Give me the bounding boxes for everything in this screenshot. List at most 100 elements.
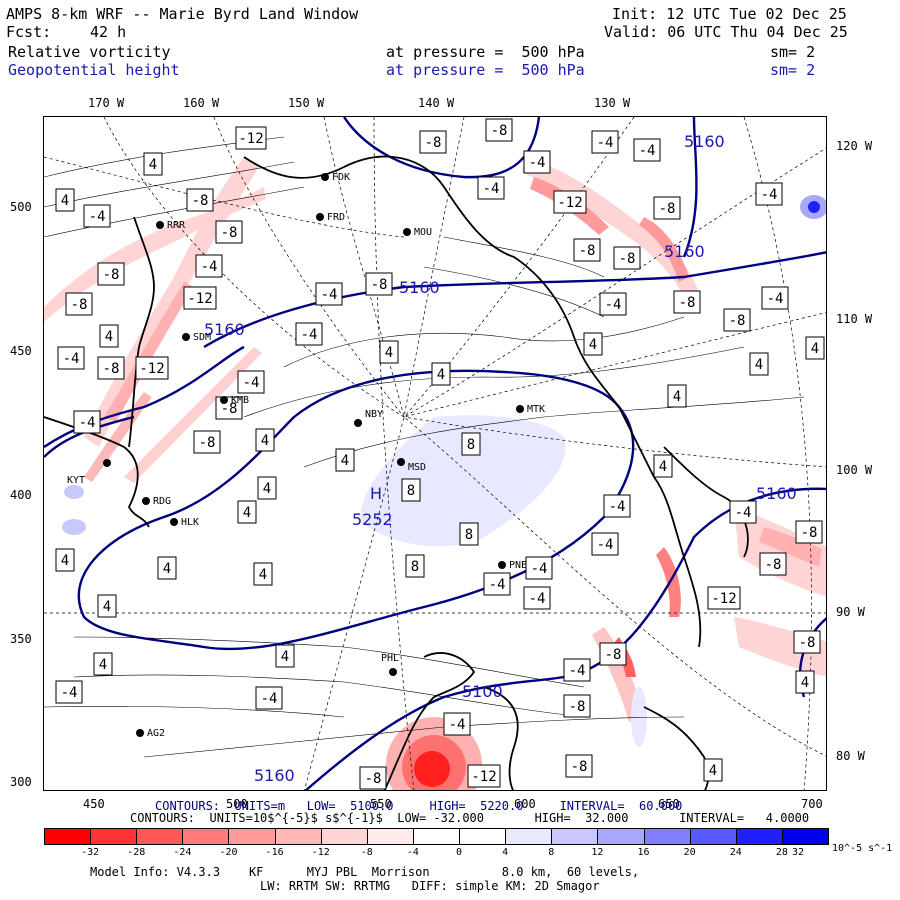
vort-label-box: -8 (565, 754, 593, 778)
vort-label-box: -4 (729, 500, 757, 524)
top-lon-label: 130 W (594, 96, 631, 110)
colorbar-swatch (44, 828, 92, 845)
svg-text:NBY: NBY (365, 409, 383, 420)
svg-text:4: 4 (99, 657, 107, 673)
svg-text:KMB: KMB (231, 395, 249, 406)
svg-text:4: 4 (243, 505, 251, 521)
vorticity-contours-info: CONTOURS: UNITS=10$^{-5}$ s$^{-1}$ LOW= … (130, 811, 810, 825)
station-marker: RDG (142, 496, 171, 507)
vort-label-box: -4 (477, 176, 505, 200)
svg-text:-8: -8 (605, 647, 622, 663)
field2-smoothing: sm= 2 (770, 61, 816, 79)
colorbar-swatch (643, 828, 691, 845)
svg-text:-8: -8 (679, 295, 696, 311)
svg-text:-12: -12 (187, 291, 212, 307)
svg-text:4: 4 (801, 675, 809, 691)
station-marker: NBY (354, 409, 383, 427)
svg-text:HLK: HLK (181, 517, 199, 528)
vort-label-box: -4 (525, 556, 553, 580)
svg-text:8: 8 (465, 527, 473, 543)
vort-label-box: -4 (83, 204, 111, 228)
right-lon-label: 120 W (836, 139, 873, 153)
svg-text:-4: -4 (201, 259, 218, 275)
top-lon-label: 150 W (288, 96, 325, 110)
svg-text:-8: -8 (659, 201, 676, 217)
svg-text:MSD: MSD (408, 462, 426, 473)
vort-label-box: -4 (55, 680, 83, 704)
colorbar-tick-label: -12 (311, 847, 330, 858)
vort-label-box: -4 (603, 494, 631, 518)
vort-label-box: -8 (759, 552, 787, 576)
colorbar-swatch (412, 828, 461, 845)
colorbar-swatch (459, 828, 507, 845)
vort-label-box: -4 (591, 130, 619, 154)
colorbar-tick-label: -24 (173, 847, 192, 858)
vort-label-box: 4 (93, 652, 113, 676)
vort-label-box: 4 (237, 500, 257, 524)
svg-text:SDM: SDM (193, 332, 211, 343)
vort-label-box: -8 (485, 118, 513, 142)
colorbar-swatch (90, 828, 138, 845)
coastline (44, 155, 749, 790)
forecast-hour-value: 42 h (90, 23, 127, 41)
svg-text:-8: -8 (729, 313, 746, 329)
svg-text:-4: -4 (261, 691, 278, 707)
left-grid-label: 500 (10, 200, 32, 214)
vort-label-box: 4 (255, 428, 275, 452)
vort-label-box: -8 (186, 188, 214, 212)
vort-label-box: 4 (749, 352, 769, 376)
svg-text:-8: -8 (365, 771, 382, 787)
svg-text:-4: -4 (735, 505, 752, 521)
colorbar-swatch (228, 828, 276, 845)
vort-label-box: -8 (599, 642, 627, 666)
init-time: Init: 12 UTC Tue 02 Dec 25 (612, 5, 847, 23)
vort-label-box: -8 (795, 520, 823, 544)
colorbar-swatch (274, 828, 322, 845)
svg-text:4: 4 (163, 561, 171, 577)
svg-text:-4: -4 (761, 187, 778, 203)
svg-text:-4: -4 (529, 591, 546, 607)
stations: FDK FRD MOU RRR SDM KMB NBY MTK MSD KYT … (67, 172, 545, 739)
station-marker: MOU (403, 227, 432, 238)
height-contour-label: 5160 (756, 484, 797, 503)
right-lon-label: 110 W (836, 312, 873, 326)
svg-text:-8: -8 (103, 267, 120, 283)
colorbar-tick-label: -8 (360, 847, 373, 858)
field1-level: at pressure = 500 hPa (386, 43, 585, 61)
vort-label-box: 4 (805, 336, 825, 360)
svg-text:4: 4 (103, 599, 111, 615)
colorbar-tick-label: -4 (406, 847, 419, 858)
map-panel: -12 4 4 -4 -8 -8 -4 -8 -8 -12 4 -4 -8 -1… (43, 116, 827, 791)
svg-text:-12: -12 (557, 195, 582, 211)
vort-label-box: 4 (667, 384, 687, 408)
vort-label-box: -12 (183, 286, 217, 310)
vort-label-box: -8 (419, 130, 447, 154)
top-lon-label: 170 W (88, 96, 125, 110)
svg-text:-8: -8 (425, 135, 442, 151)
right-lon-label: 100 W (836, 463, 873, 477)
height-contours-info: CONTOURS: UNITS=m LOW= 5100.0 HIGH= 5220… (155, 799, 683, 813)
vort-label-box: -12 (135, 356, 169, 380)
station-marker: MTK (516, 404, 545, 415)
height-contour-label: 5160 (664, 242, 705, 261)
svg-text:-4: -4 (529, 155, 546, 171)
svg-text:PNE: PNE (509, 560, 527, 571)
vort-label-box: -4 (755, 182, 783, 206)
vort-label-box: 4 (143, 152, 163, 176)
vort-label-box: -4 (443, 712, 471, 736)
vort-label-box: -4 (57, 346, 85, 370)
vort-label-box: 4 (275, 644, 295, 668)
right-lon-label: 80 W (836, 749, 865, 763)
station-marker: PNE (498, 560, 527, 571)
station-marker: MSD (397, 458, 426, 473)
colorbar-swatch (366, 828, 414, 845)
station-marker: PHL (381, 653, 399, 676)
svg-text:KYT: KYT (67, 475, 85, 486)
colorbar-tick-label: 12 (591, 847, 604, 858)
svg-text:4: 4 (61, 193, 69, 209)
svg-text:4: 4 (811, 341, 819, 357)
svg-text:-4: -4 (597, 537, 614, 553)
station-marker: FDK (321, 172, 350, 183)
vort-label-box: 4 (431, 362, 451, 386)
svg-text:PHL: PHL (381, 653, 399, 664)
